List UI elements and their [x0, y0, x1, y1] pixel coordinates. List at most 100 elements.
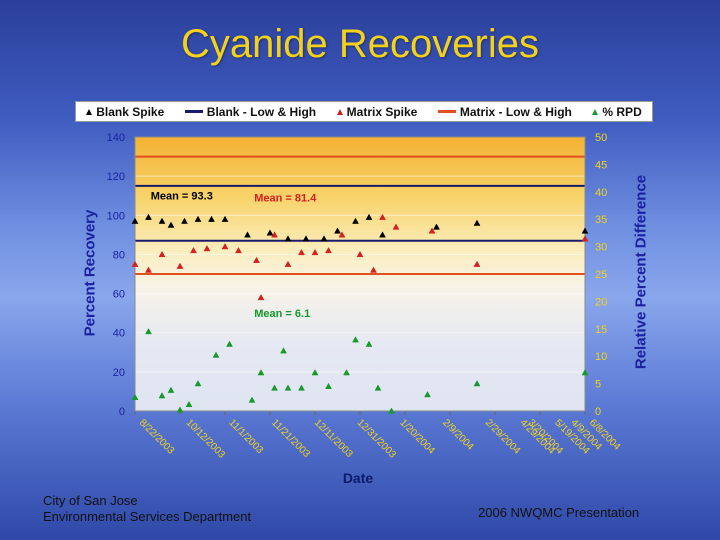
- rpd-marker-icon: [592, 108, 599, 115]
- x-tick-label: 11/1/2003: [226, 417, 265, 456]
- x-tick-label: 2/29/2004: [483, 417, 523, 457]
- matrix-spike-point: [581, 235, 589, 242]
- blank-spike-point: [352, 217, 359, 224]
- blank-spike-point: [208, 215, 215, 222]
- x-tick-label: 12/11/2003: [312, 417, 355, 460]
- x-tick-label: 8/22/2003: [137, 417, 177, 457]
- y-tick-label: 0: [119, 406, 125, 418]
- blank-spike-point: [194, 215, 202, 222]
- legend-blank-limits-label: Blank - Low & High: [206, 104, 317, 119]
- chart-legend: Blank Spike Blank - Low & High Matrix Sp…: [75, 101, 653, 122]
- matrix-spike-marker-icon: [336, 108, 343, 115]
- matrix-spike-point: [473, 260, 481, 267]
- rpd-point: [158, 392, 166, 399]
- y2-tick-label: 0: [595, 406, 601, 418]
- mean-annotation: Mean = 93.3: [151, 191, 213, 203]
- matrix-spike-point: [131, 260, 139, 267]
- y-tick-label: 100: [107, 210, 125, 222]
- y2-tick-label: 50: [595, 132, 607, 144]
- legend-matrix-limits-label: Matrix - Low & High: [459, 104, 572, 119]
- blank-spike-marker-icon: [86, 108, 93, 115]
- rpd-point: [365, 340, 373, 347]
- y2-tick-label: 40: [595, 187, 607, 199]
- y-tick-label: 60: [113, 289, 125, 301]
- x-tick-label: 1/20/2004: [397, 417, 437, 457]
- mean-annotation: Mean = 6.1: [254, 308, 310, 320]
- matrix-spike-point: [311, 248, 319, 256]
- blank-spike-point: [181, 217, 188, 224]
- rpd-point: [248, 396, 256, 403]
- legend-rpd: % RPD: [592, 105, 642, 119]
- y-tick-label: 80: [113, 249, 125, 261]
- rpd-point: [343, 369, 350, 376]
- footer-organization: City of San Jose Environmental Services …: [43, 493, 251, 525]
- x-tick-label: 11/21/2003: [269, 417, 312, 460]
- rpd-point: [311, 369, 319, 376]
- rpd-point: [473, 380, 481, 387]
- rpd-point: [325, 382, 332, 389]
- legend-blank-limits: Blank - Low & High: [184, 104, 317, 119]
- y-tick-label: 140: [107, 132, 125, 144]
- rpd-point: [257, 369, 265, 376]
- y-tick-label: 20: [113, 367, 125, 379]
- matrix-spike-point: [203, 245, 211, 252]
- matrix-spike-point: [298, 248, 305, 256]
- rpd-point: [194, 380, 202, 387]
- rpd-point: [226, 340, 233, 347]
- rpd-point: [185, 400, 193, 408]
- matrix-spike-point: [257, 293, 265, 301]
- matrix-spike-point: [221, 243, 229, 250]
- plot-border: [134, 136, 586, 412]
- blank-spike-point: [365, 213, 373, 220]
- y2-tick-label: 30: [595, 242, 607, 254]
- legend-matrix-spike: Matrix Spike: [336, 104, 418, 119]
- blank-spike-point: [302, 235, 310, 242]
- y-tick-label: 120: [107, 171, 125, 183]
- blank-spike-point: [158, 217, 166, 224]
- matrix-spike-point: [428, 227, 436, 234]
- matrix-spike-point: [284, 260, 292, 267]
- y-axis-label: Percent Recovery: [81, 209, 99, 337]
- blank-spike-point: [320, 235, 328, 242]
- blank-spike-point: [473, 219, 481, 226]
- y2-tick-label: 25: [595, 269, 607, 281]
- legend-matrix-spike-label: Matrix Spike: [346, 104, 418, 119]
- matrix-spike-point: [370, 266, 377, 273]
- matrix-spike-point: [253, 256, 260, 263]
- blank-spike-point: [167, 221, 175, 228]
- y-tick-label: 40: [113, 328, 125, 340]
- matrix-spike-point: [158, 250, 166, 258]
- x-tick-label: 10/12/2003: [184, 417, 227, 460]
- blank-spike-point: [266, 229, 274, 236]
- blank-spike-point: [334, 227, 341, 234]
- matrix-spike-point: [338, 231, 346, 238]
- blank-spike-point: [433, 223, 440, 230]
- matrix-spike-point: [190, 246, 197, 254]
- rpd-point: [167, 386, 175, 393]
- y2-tick-label: 35: [595, 214, 607, 226]
- blank-spike-point: [145, 213, 152, 220]
- rpd-point: [284, 384, 292, 391]
- y2-axis-label: Relative Percent Difference: [632, 174, 650, 370]
- rpd-point: [298, 384, 305, 391]
- rpd-point: [352, 336, 359, 343]
- matrix-spike-point: [379, 213, 386, 220]
- rpd-point: [176, 406, 184, 413]
- matrix-spike-point: [271, 231, 278, 238]
- blank-spike-point: [581, 227, 589, 234]
- blank-spike-point: [131, 217, 139, 224]
- y2-tick-label: 45: [595, 159, 607, 171]
- x-tick-label: 2/9/2004: [440, 417, 476, 453]
- blank-spike-point: [244, 231, 251, 238]
- rpd-point: [145, 328, 152, 335]
- chart-title: Cyanide Recoveries: [181, 22, 539, 66]
- matrix-spike-point: [392, 223, 400, 230]
- matrix-spike-point: [145, 266, 152, 273]
- legend-blank-spike: Blank Spike: [86, 105, 164, 119]
- matrix-limits-line-icon: [437, 110, 456, 113]
- y2-tick-label: 20: [595, 296, 607, 308]
- blank-spike-point: [284, 235, 292, 242]
- rpd-point: [581, 369, 589, 376]
- blank-limits-line-icon: [184, 110, 203, 113]
